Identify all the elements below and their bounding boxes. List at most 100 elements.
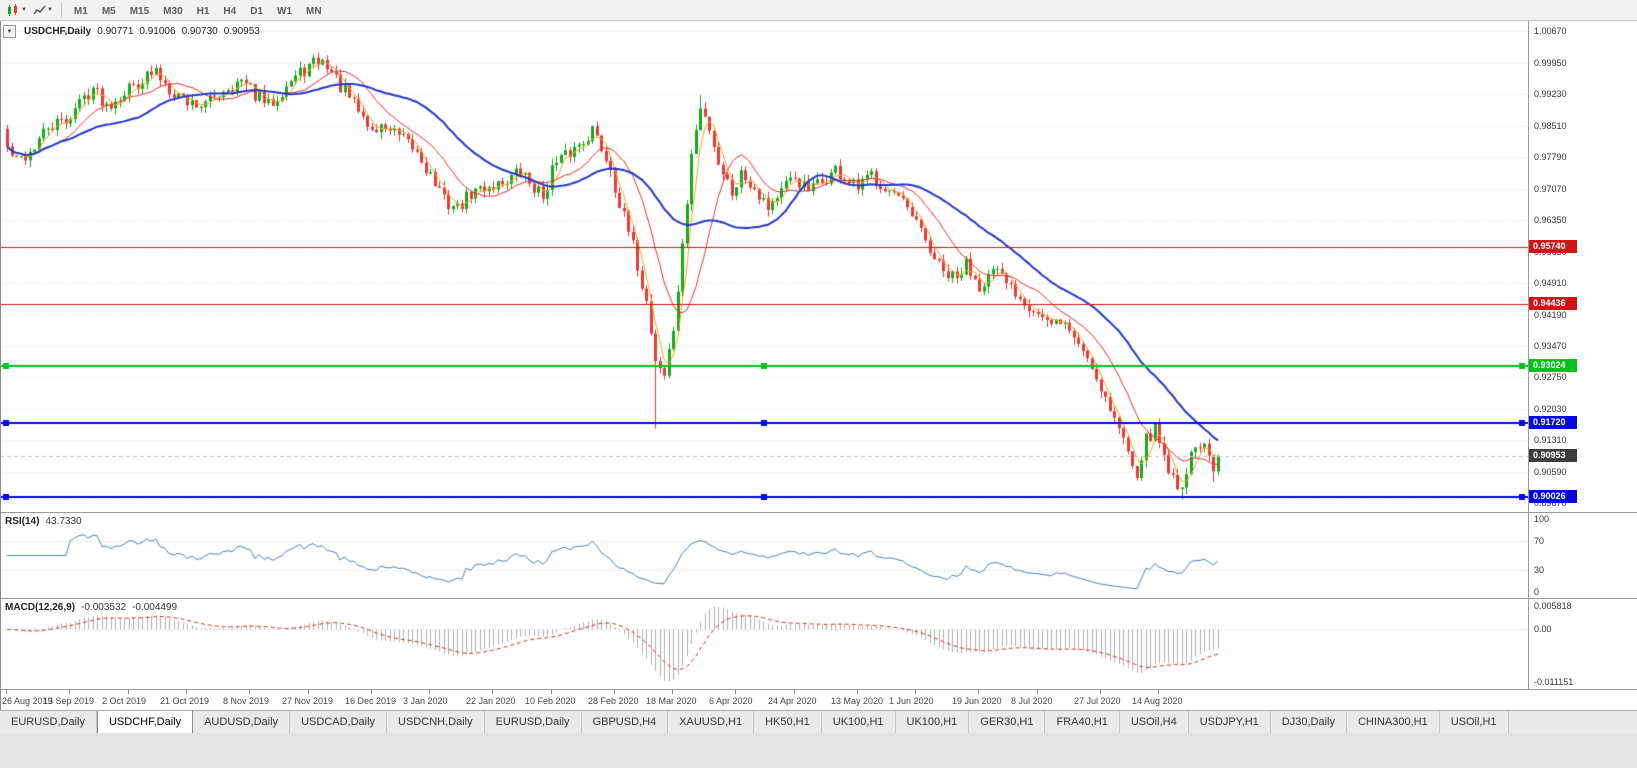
price-axis-label: 0.92030 — [1534, 403, 1567, 414]
date-label: 27 Jul 2020 — [1074, 696, 1121, 706]
date-label: 18 Mar 2020 — [646, 696, 697, 706]
current-price-badge: 0.90953 — [1529, 449, 1577, 463]
date-label: 2 Oct 2019 — [102, 696, 147, 706]
timeframe-button-h4[interactable]: H4 — [223, 6, 237, 17]
panel-separator — [0, 689, 1637, 690]
price-axis-label: 0.94910 — [1534, 278, 1567, 288]
date-tick — [735, 690, 736, 694]
level-price-badge: 0.93024 — [1529, 358, 1577, 372]
price-axis-label: 1.00670 — [1534, 26, 1567, 37]
chart-tabs-bar: EURUSD,Daily USDCHF,Daily AUDUSD,Daily USDC… — [0, 710, 1637, 733]
tab-uk100-h1[interactable]: UK100,H1 — [821, 711, 896, 733]
tab-eurusd-daily[interactable]: EURUSD,Daily — [484, 711, 582, 733]
price-axis-label: 0.90590 — [1534, 466, 1567, 477]
tab-eurusd-daily[interactable]: EURUSD,Daily — [0, 711, 97, 733]
chart-type-dropdown[interactable]: ▼ — [3, 3, 30, 18]
date-label: 6 Apr 2020 — [709, 696, 753, 706]
timeframe-button-m1[interactable]: M1 — [73, 6, 88, 17]
date-label: 13 Sep 2019 — [43, 696, 95, 706]
date-label: 19 Jun 2020 — [952, 696, 1002, 706]
rsi-panel: RSI(14) 43.7330 — [0, 513, 1528, 598]
date-tick — [1037, 690, 1038, 694]
tab-xauusd-h1[interactable]: XAUUSD,H1 — [668, 711, 755, 733]
tab-hk50-h1[interactable]: HK50,H1 — [754, 711, 822, 733]
timeframe-buttons: M1 M5 M15 M30 H1 H4 D1 W1 MN — [67, 1, 329, 19]
date-tick — [6, 690, 7, 694]
timeframe-button-m30[interactable]: M30 — [163, 6, 183, 17]
price-axis-label: 0.92750 — [1534, 372, 1567, 383]
tab-gbpusd-h4[interactable]: GBPUSD,H4 — [581, 711, 669, 733]
tab-ger30-h1[interactable]: GER30,H1 — [969, 711, 1046, 733]
tab-uk100-h1[interactable]: UK100,H1 — [895, 711, 970, 733]
rsi-axis-label: 0 — [1534, 587, 1540, 597]
price-axis-label: 0.93470 — [1534, 341, 1567, 351]
tab-usoil-h4[interactable]: USOil,H4 — [1119, 711, 1189, 733]
panel-separator[interactable] — [0, 598, 1637, 599]
date-label: 16 Dec 2019 — [345, 696, 397, 706]
rsi-axis-label: 30 — [1534, 565, 1545, 576]
collapse-chart-button[interactable]: ▼ — [3, 25, 16, 38]
date-label: 26 Aug 2019 — [2, 696, 53, 706]
date-label: 10 Feb 2020 — [525, 696, 576, 706]
timeframe-button-w1[interactable]: W1 — [277, 6, 293, 17]
tab-audusd-daily[interactable]: AUDUSD,Daily — [193, 711, 291, 733]
chart-panel-usdchf: ▼ USDCHF,Daily 0.90771 0.91006 0.90730 0… — [0, 21, 1528, 512]
date-tick — [371, 690, 372, 694]
macd-axis: 0.005818 0.00 -0.011151 — [1528, 599, 1637, 689]
date-tick — [915, 690, 916, 694]
chart-window-border — [0, 21, 1, 710]
line-chart-icon — [33, 5, 46, 14]
date-tick — [1158, 690, 1159, 694]
toolbar-separator — [60, 3, 62, 17]
date-label: 28 Feb 2020 — [588, 696, 639, 706]
price-axis-label: 0.98510 — [1534, 120, 1567, 131]
panel-separator[interactable] — [0, 512, 1637, 513]
date-label: 14 Aug 2020 — [1132, 696, 1183, 706]
price-axis-label: 0.91310 — [1534, 435, 1567, 446]
tab-usoil-h1[interactable]: USOil,H1 — [1439, 711, 1509, 733]
timeframe-button-m5[interactable]: M5 — [101, 6, 116, 17]
date-axis: 26 Aug 2019 13 Sep 2019 2 Oct 2019 21 Oct 2… — [0, 690, 1637, 710]
level-price-badge: 0.90026 — [1529, 489, 1577, 503]
tab-fra40-h1[interactable]: FRA40,H1 — [1045, 711, 1120, 733]
date-tick — [492, 690, 493, 694]
price-axis-label: 0.97070 — [1534, 183, 1567, 194]
timeframe-button-mn[interactable]: MN — [306, 6, 322, 17]
macd-axis-label: 0.005818 — [1534, 601, 1572, 611]
toolbar: ▼ ▼ M1 M5 M15 M30 H1 H4 D1 W1 MN — [0, 0, 1637, 21]
macd-axis-label: -0.011151 — [1534, 677, 1574, 687]
rsi-canvas[interactable] — [0, 513, 1528, 598]
candlestick-chart-icon — [8, 3, 17, 16]
price-axis: 1.00670 0.99950 0.99230 0.98510 0.97790 0.970… — [1528, 21, 1637, 512]
date-tick — [551, 690, 552, 694]
date-label: 3 Jan 2020 — [403, 696, 448, 706]
tab-usdjpy-h1[interactable]: USDJPY,H1 — [1188, 711, 1271, 733]
date-tick — [1100, 690, 1101, 694]
date-tick — [128, 690, 129, 694]
macd-axis-label: 0.00 — [1534, 624, 1552, 635]
rsi-axis-label: 100 — [1534, 514, 1550, 524]
timeframe-button-d1[interactable]: D1 — [250, 6, 264, 17]
price-axis-label: 0.97790 — [1534, 152, 1567, 163]
tab-dj30-daily[interactable]: DJ30,Daily — [1270, 711, 1347, 733]
level-price-badge: 0.94436 — [1529, 296, 1577, 310]
main-chart-canvas[interactable] — [0, 21, 1528, 512]
tab-usdcad-daily[interactable]: USDCAD,Daily — [290, 711, 388, 733]
macd-canvas[interactable] — [0, 599, 1528, 689]
level-price-badge: 0.95740 — [1529, 239, 1577, 253]
price-axis-label: 0.96350 — [1534, 215, 1567, 226]
timeframe-button-m15[interactable]: M15 — [129, 6, 150, 17]
date-tick — [429, 690, 430, 694]
tab-usdcnh-daily[interactable]: USDCNH,Daily — [387, 711, 485, 733]
price-axis-label: 0.99950 — [1534, 57, 1567, 68]
tab-usdchf-daily[interactable]: USDCHF,Daily — [96, 711, 194, 733]
date-label: 27 Nov 2019 — [282, 696, 334, 706]
date-tick — [857, 690, 858, 694]
date-tick — [186, 690, 187, 694]
date-label: 21 Oct 2019 — [160, 696, 210, 706]
tab-china300-h1[interactable]: CHINA300,H1 — [1346, 711, 1440, 733]
chart-zoom-dropdown[interactable]: ▼ — [30, 3, 56, 18]
date-tick — [614, 690, 615, 694]
timeframe-button-h1[interactable]: H1 — [196, 6, 210, 17]
